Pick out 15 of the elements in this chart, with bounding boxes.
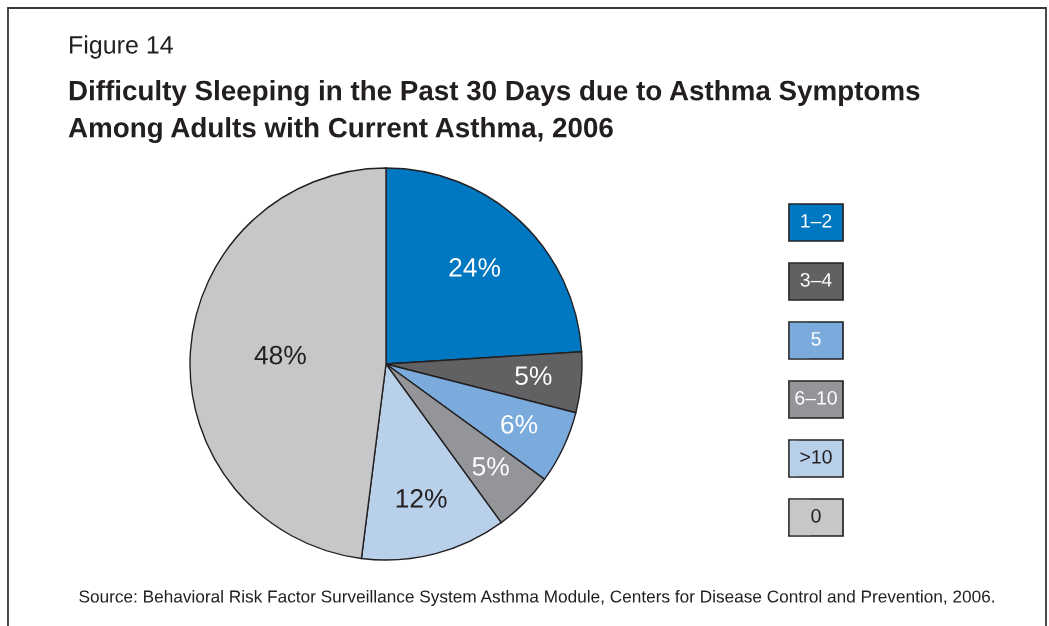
- legend-label: >10: [800, 449, 832, 464]
- source-note: Source: Behavioral Risk Factor Surveillance System Asthma Module, Centers for Disease Control and Prevention, 2006.: [79, 589, 994, 607]
- data-label: 5%: [472, 457, 509, 476]
- caption: Figure 14: [70, 35, 173, 59]
- data-label: 12%: [396, 489, 447, 508]
- data-label: 6%: [501, 414, 538, 434]
- legend-label: 5: [811, 332, 821, 346]
- legend-label: 3–4: [800, 272, 832, 287]
- legend-label: 1–2: [801, 213, 832, 228]
- chart-title: Difficulty Sleeping in the Past 30 Days due to Asthma Symptoms Among Adults with Current Asthma, 2006: [68, 80, 920, 144]
- data-label: 48%: [254, 345, 306, 365]
- data-label: 24%: [449, 258, 501, 277]
- legend-label: 0: [811, 508, 821, 523]
- legend-label: 6–10: [795, 390, 837, 405]
- data-label: 5%: [515, 366, 552, 386]
